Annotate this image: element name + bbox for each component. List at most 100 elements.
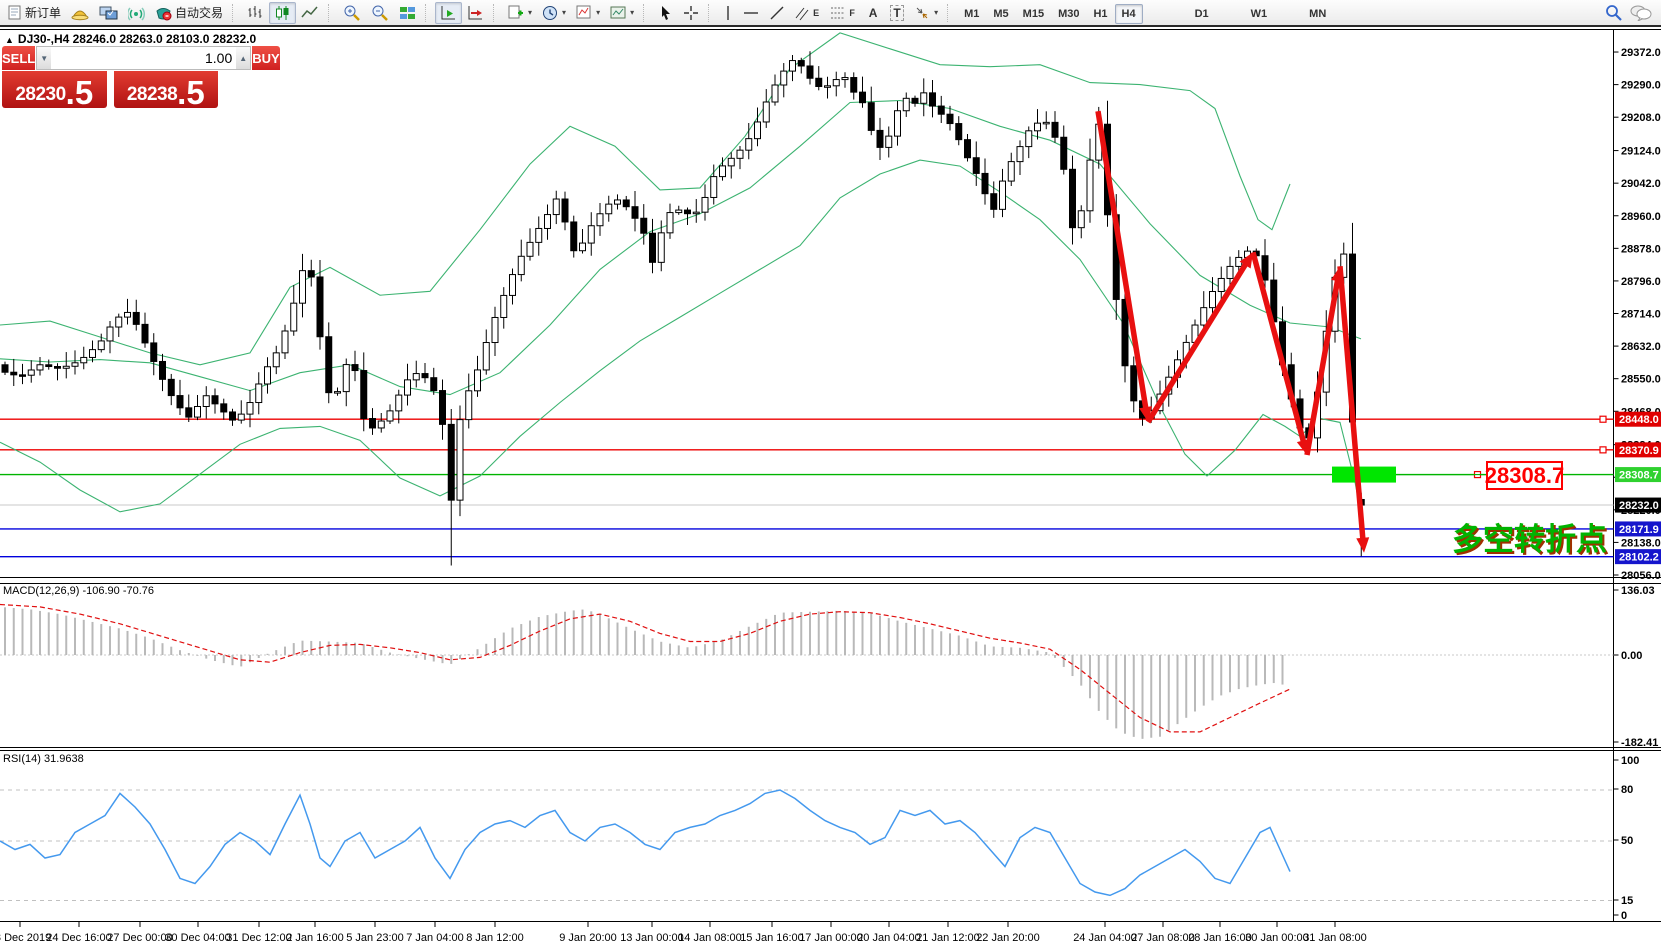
volume-decrease-button[interactable]: ▼	[37, 47, 52, 69]
sell-button[interactable]: SELL	[2, 46, 36, 70]
arrows-tool-button[interactable]: ▾	[909, 2, 943, 24]
templates-menu-button[interactable]: ▾	[605, 2, 639, 24]
svg-text:0.00: 0.00	[1621, 650, 1642, 662]
tile-windows-button[interactable]	[394, 2, 421, 24]
svg-text:50: 50	[1621, 835, 1633, 847]
auto-scroll-button[interactable]	[435, 1, 463, 24]
svg-text:15: 15	[1621, 895, 1633, 907]
timeframe-w1-button[interactable]: W1	[1250, 7, 1268, 20]
buy-price-pips: .5	[177, 74, 205, 111]
timeframe-m15-button[interactable]: M15	[1022, 7, 1045, 20]
price-axis: 29372.0 29290.0 29208.0 29124.0 29042.0 28960…	[1613, 47, 1661, 582]
svg-text:28632.0: 28632.0	[1621, 341, 1661, 353]
svg-text:100: 100	[1621, 755, 1639, 767]
candle-chart-button[interactable]	[269, 1, 297, 24]
text-tool-button[interactable]: A	[861, 2, 885, 24]
dropdown-caret-icon: ▾	[630, 8, 635, 17]
timeframe-h1-button[interactable]: H1	[1093, 7, 1108, 20]
expert-advisors-button[interactable]	[66, 2, 94, 24]
text-label-tool-button[interactable]: T	[885, 2, 909, 24]
period-menu-button[interactable]: ▾	[537, 2, 571, 24]
sell-price-pips: .5	[65, 74, 94, 111]
svg-text:28878.0: 28878.0	[1621, 243, 1661, 255]
toolbar: 新订单 自动交易	[0, 0, 1661, 27]
new-order-menu-button[interactable]: ▾	[503, 2, 537, 24]
timeframe-m1-button[interactable]: M1	[964, 7, 980, 20]
svg-text:14 Jan 08:00: 14 Jan 08:00	[678, 932, 742, 944]
toolbar-separator	[232, 3, 239, 22]
signal-button[interactable]	[123, 2, 150, 24]
indicators-menu-button[interactable]: ▾	[571, 2, 605, 24]
zoom-out-icon	[372, 5, 388, 21]
timeframe-m5-button[interactable]: M5	[993, 7, 1009, 20]
crosshair-tool-button[interactable]	[678, 2, 704, 24]
bar-chart-icon	[248, 5, 262, 18]
label-tool-glyph: T	[890, 4, 905, 21]
zoom-out-button[interactable]	[366, 2, 394, 24]
pane-frames	[0, 29, 1661, 922]
price-callout-box[interactable]: 28308.7	[1485, 461, 1564, 490]
svg-text:31 Dec 12:00: 31 Dec 12:00	[226, 932, 291, 944]
svg-text:29290.0: 29290.0	[1621, 80, 1661, 92]
chat-icon[interactable]	[1630, 4, 1652, 21]
svg-text:27 Jan 08:00: 27 Jan 08:00	[1131, 932, 1195, 944]
channel-tool-button[interactable]: E	[790, 2, 825, 24]
svg-text:29042.0: 29042.0	[1621, 178, 1661, 190]
search-icon[interactable]	[1605, 4, 1622, 21]
buy-price-main: 28238	[126, 84, 178, 105]
chart-shift-icon	[468, 5, 483, 19]
svg-text:29124.0: 29124.0	[1621, 146, 1661, 158]
svg-text:2 Jan 16:00: 2 Jan 16:00	[286, 932, 344, 944]
volume-increase-button[interactable]: ▲	[236, 47, 251, 69]
horizontal-line-tool-button[interactable]	[738, 2, 764, 24]
zoom-in-icon	[344, 5, 360, 21]
auto-trading-label: 自动交易	[175, 6, 224, 20]
auto-trading-button[interactable]: 自动交易	[150, 2, 228, 24]
arrows-icon	[916, 7, 928, 18]
fibonacci-tool-button[interactable]: F	[825, 2, 861, 24]
templates-icon	[610, 6, 626, 19]
zoom-in-button[interactable]	[338, 2, 366, 24]
volume-control: ▼ ▲	[36, 46, 252, 70]
svg-text:29372.0: 29372.0	[1621, 47, 1661, 59]
chart-expand-icon[interactable]: ▲	[5, 35, 14, 45]
turning-point-note[interactable]: 多空转折点	[1452, 522, 1607, 557]
svg-text:17 Jan 00:00: 17 Jan 00:00	[799, 932, 863, 944]
timeframe-m30-button[interactable]: M30	[1058, 7, 1080, 20]
svg-text:28370.9: 28370.9	[1619, 445, 1659, 457]
trendline-tool-button[interactable]	[764, 2, 790, 24]
svg-text:8 Jan 12:00: 8 Jan 12:00	[466, 932, 524, 944]
new-order-button[interactable]: 新订单	[3, 2, 66, 24]
svg-text:28308.7: 28308.7	[1619, 470, 1659, 482]
toolbar-separator	[947, 3, 954, 22]
bar-chart-button[interactable]	[242, 2, 269, 24]
sell-price[interactable]: 28230.5	[2, 71, 107, 111]
highlight-zone[interactable]	[1332, 466, 1396, 483]
timeframe-d1-button[interactable]: D1	[1194, 7, 1209, 20]
svg-text:27 Dec 00:00: 27 Dec 00:00	[107, 932, 172, 944]
cursor-tool-button[interactable]	[653, 2, 678, 24]
svg-text:-182.41: -182.41	[1621, 737, 1658, 749]
vertical-line-tool-button[interactable]	[718, 2, 738, 24]
buy-price[interactable]: 28238.5	[113, 71, 218, 111]
new-order-icon	[8, 5, 21, 20]
timeframe-mn-button[interactable]: MN	[1309, 7, 1327, 20]
vertical-line-icon	[727, 5, 729, 20]
svg-text:31 Jan 08:00: 31 Jan 08:00	[1303, 932, 1367, 944]
buy-button[interactable]: BUY	[252, 46, 280, 70]
screens-icon	[99, 6, 118, 19]
chart-shift-button[interactable]	[462, 2, 489, 24]
timeframe-h4-button[interactable]: H4	[1114, 3, 1143, 24]
line-chart-button[interactable]	[296, 2, 324, 24]
terminal-button[interactable]	[94, 2, 123, 24]
svg-text:13 Jan 00:00: 13 Jan 00:00	[620, 932, 684, 944]
volume-input[interactable]	[51, 47, 237, 69]
crosshair-icon	[684, 5, 699, 20]
svg-text:28171.9: 28171.9	[1619, 524, 1659, 536]
dropdown-caret-icon: ▾	[934, 8, 939, 17]
svg-text:15 Jan 16:00: 15 Jan 16:00	[740, 932, 804, 944]
toolbar-separator	[708, 3, 715, 22]
